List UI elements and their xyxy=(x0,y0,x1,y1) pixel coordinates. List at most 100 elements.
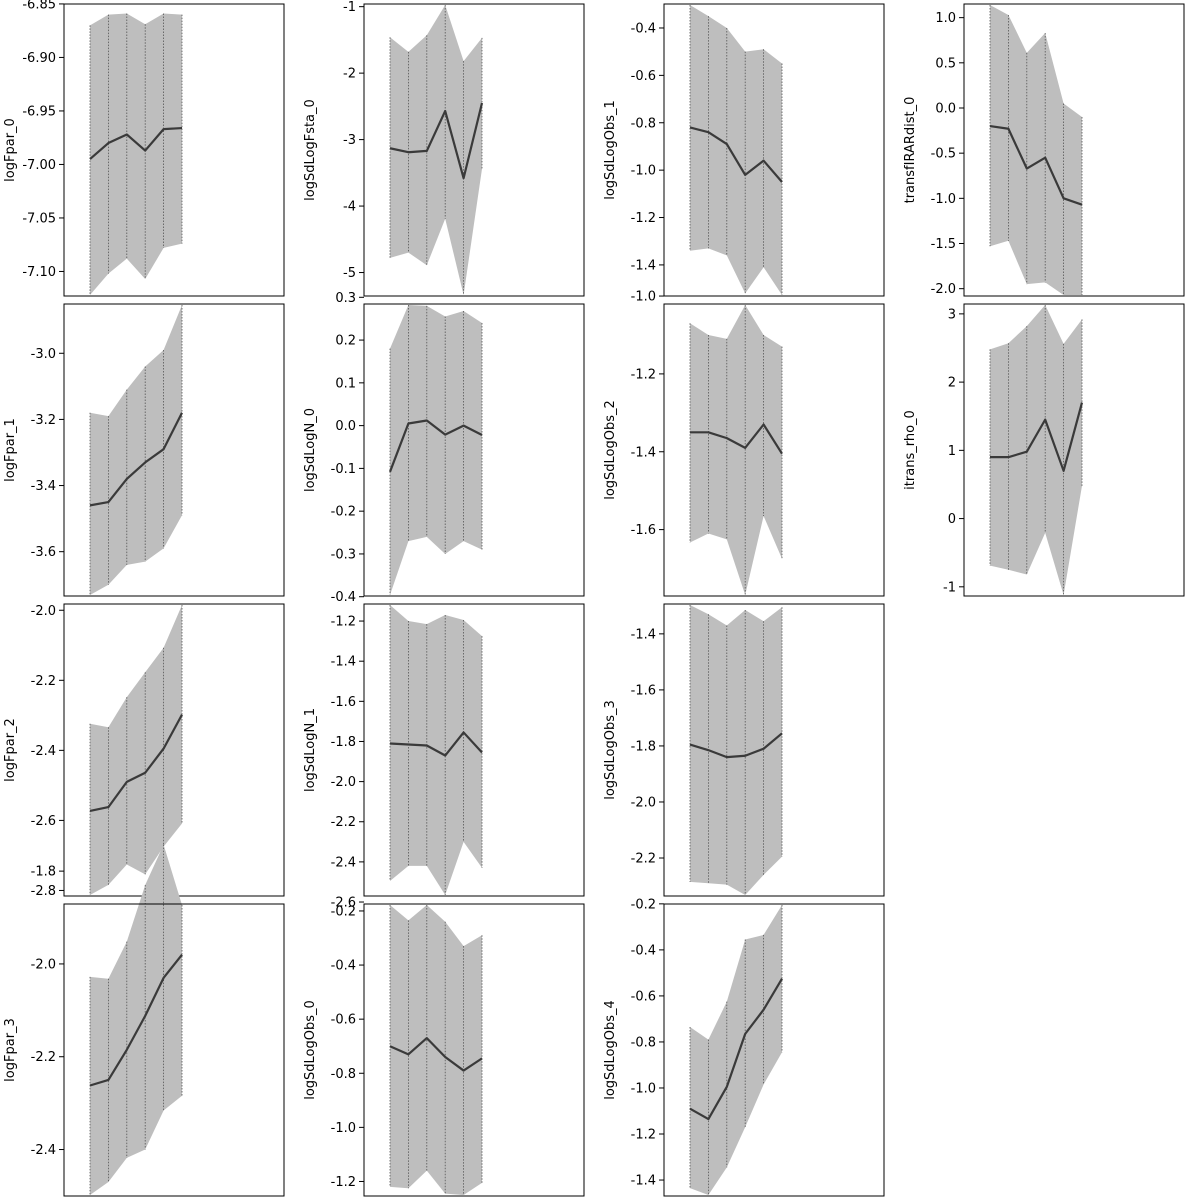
y-tick-label: -0.4 xyxy=(631,21,656,36)
mean-line xyxy=(388,419,483,473)
y-tick-label: -1.2 xyxy=(631,211,656,226)
y-tick-label: -2.4 xyxy=(31,744,56,759)
y-tick-label: -3.2 xyxy=(31,413,56,428)
plot-frame xyxy=(663,603,885,897)
y-tick-label: -1.4 xyxy=(631,445,656,460)
y-tick-label: -1.4 xyxy=(631,258,656,273)
y-tick-label: -1.0 xyxy=(631,290,656,305)
uncertainty-band xyxy=(390,905,482,1195)
y-tick-label: -2.6 xyxy=(331,896,356,911)
panel-itrans_rho_0: 3 2 1 0 -1 itrans_rho_0 xyxy=(903,303,1185,597)
plot-frame xyxy=(63,303,285,597)
uncertainty-band xyxy=(90,305,182,595)
y-tick-label: -2.2 xyxy=(631,852,656,867)
y-tick-label: -1.2 xyxy=(331,1175,356,1190)
y-tick-label: -1.0 xyxy=(631,1081,656,1096)
y-tick-label: -0.4 xyxy=(331,959,356,974)
y-tick-label: -2.0 xyxy=(31,957,56,972)
panel-logFpar_3: -1.8 -2.0 -2.2 -2.4 logFpar_3 xyxy=(3,844,285,1197)
y-tick-label: -5 xyxy=(343,266,356,281)
y-tick-label: -7.10 xyxy=(22,265,56,280)
y-tick-label: 1 xyxy=(948,444,956,459)
y-tick-label: -0.2 xyxy=(331,904,356,919)
y-tick-label: -1.4 xyxy=(631,1174,656,1189)
y-tick-label: -2.2 xyxy=(31,1050,56,1065)
y-tick-label: -2.0 xyxy=(931,282,956,297)
y-tick-label: -3.0 xyxy=(31,347,56,362)
y-tick-label: -0.2 xyxy=(631,897,656,912)
y-axis-label: logSdLogN_1 xyxy=(303,708,318,792)
y-tick-label: -1.4 xyxy=(331,655,356,670)
y-axis-label: logFpar_1 xyxy=(3,418,18,482)
panel-logSdLogFsta_0: -1 -2 -3 -4 -5 logSdLogFsta_0 xyxy=(303,0,585,297)
y-tick-label: -1.2 xyxy=(631,1128,656,1143)
y-axis-label: transfIRARdist_0 xyxy=(903,97,918,204)
y-tick-label: 0.1 xyxy=(335,376,356,391)
y-axis-label: logSdLogObs_4 xyxy=(603,1000,618,1100)
y-tick-label: -2 xyxy=(343,67,356,82)
y-tick-label: -4 xyxy=(343,200,356,215)
uncertainty-band xyxy=(690,605,782,895)
plot-frame xyxy=(363,603,585,897)
y-tick-label: -1.8 xyxy=(631,739,656,754)
y-tick-label: -6.95 xyxy=(22,104,56,119)
y-tick-label: -0.4 xyxy=(631,943,656,958)
y-tick-label: -1.8 xyxy=(31,865,56,880)
uncertainty-band xyxy=(690,5,782,295)
y-tick-label: -0.1 xyxy=(331,462,356,477)
mean-line xyxy=(89,953,183,1087)
y-tick-label: -0.8 xyxy=(631,1035,656,1050)
y-tick-label: -0.5 xyxy=(931,147,956,162)
y-tick-label: 0.5 xyxy=(935,56,956,71)
y-tick-label: -1.0 xyxy=(631,164,656,179)
y-tick-label: -2.4 xyxy=(331,855,356,870)
y-tick-label: -2.2 xyxy=(331,815,356,830)
y-tick-label: -2.6 xyxy=(31,814,56,829)
plot-frame xyxy=(663,903,885,1197)
y-tick-label: 0.2 xyxy=(335,334,356,349)
y-axis-label: itrans_rho_0 xyxy=(903,410,918,490)
y-tick-label: -1.6 xyxy=(631,523,656,538)
uncertainty-band xyxy=(90,844,182,1195)
y-axis-label: logSdLogN_0 xyxy=(303,408,318,492)
y-tick-label: -1.8 xyxy=(331,735,356,750)
panel-transfIRARdist_0: 1.0 0.5 0.0 -0.5 -1.0 -1.5 -2.0 transfIRARdist_… xyxy=(903,3,1185,297)
y-axis-label: logFpar_2 xyxy=(3,718,18,782)
plot-frame xyxy=(663,3,885,297)
panel-logSdLogObs_0: -0.2 -0.4 -0.6 -0.8 -1.0 -1.2 logSdLogObs_0 xyxy=(303,903,585,1197)
mean-line xyxy=(89,126,183,160)
plot-frame xyxy=(63,3,285,297)
y-tick-label: -2.0 xyxy=(31,604,56,619)
y-tick-label: -3.4 xyxy=(31,479,56,494)
uncertainty-band xyxy=(390,5,482,295)
uncertainty-band xyxy=(390,305,482,595)
plot-frame xyxy=(363,903,585,1197)
y-axis-label: logFpar_0 xyxy=(3,118,18,182)
uncertainty-band xyxy=(90,605,182,895)
y-tick-label: -2.8 xyxy=(31,884,56,899)
mean-line xyxy=(389,102,484,180)
y-axis-label: logSdLogObs_0 xyxy=(303,1000,318,1100)
y-tick-label: -0.8 xyxy=(631,116,656,131)
panel-logSdLogObs_2: -1.0 -1.2 -1.4 -1.6 logSdLogObs_2 xyxy=(603,290,885,597)
y-tick-label: 0 xyxy=(948,512,956,527)
y-tick-label: -7.05 xyxy=(22,211,56,226)
panel-logSdLogN_0: 0.3 0.2 0.1 0.0 -0.1 -0.2 -0.3 -0.4 logSdLogN_0 xyxy=(303,291,585,605)
uncertainty-band xyxy=(990,5,1082,295)
plot-frame xyxy=(63,903,285,1197)
y-tick-label: -6.90 xyxy=(22,51,56,66)
plot-frame xyxy=(963,3,1185,297)
panel-logFpar_1: -3.0 -3.2 -3.4 -3.6 logFpar_1 xyxy=(3,303,285,597)
panel-logSdLogN_1: -1.2 -1.4 -1.6 -1.8 -2.0 -2.2 -2.4 -2.6 logSdLog… xyxy=(303,603,585,911)
y-tick-label: -1.0 xyxy=(331,1121,356,1136)
y-tick-label: 3 xyxy=(948,307,956,322)
mean-line xyxy=(89,412,183,507)
y-tick-label: -0.8 xyxy=(331,1067,356,1082)
y-tick-label: -1.5 xyxy=(931,237,956,252)
y-tick-label: -2.0 xyxy=(331,775,356,790)
y-tick-label: -0.6 xyxy=(631,69,656,84)
y-tick-label: -6.85 xyxy=(22,0,56,12)
y-tick-label: -1 xyxy=(343,0,356,15)
panel-logFpar_2: -2.0 -2.2 -2.4 -2.6 -2.8 logFpar_2 xyxy=(3,603,285,899)
y-tick-label: -1.4 xyxy=(631,627,656,642)
